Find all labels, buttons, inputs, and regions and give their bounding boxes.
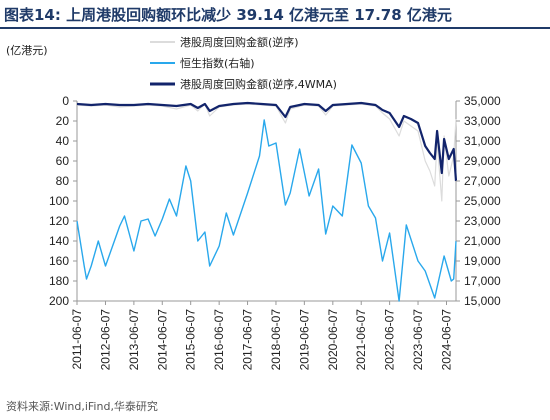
figure-title: 图表14: 上周港股回购额环比减少 39.14 亿港元至 17.78 亿港元 [4,6,452,24]
left-tick-label: 0 [62,94,69,108]
x-tick-label: 2022-06-07 [383,309,397,371]
right-tick-label: 17,000 [464,274,501,288]
left-tick-label: 60 [56,154,70,168]
left-axis: 0 20 40 60 80 100 120 140 160 180 200 [49,94,77,308]
x-axis: 2011-06-07 2012-06-07 2013-06-07 2014-06-07… [70,301,454,370]
right-tick-label: 19,000 [464,254,501,268]
left-tick-label: 100 [49,194,69,208]
x-tick-label: 2012-06-07 [98,309,112,371]
series-line-buyback-4wma [76,101,458,182]
x-tick-label: 2024-06-07 [440,309,454,371]
left-tick-label: 40 [56,134,70,148]
legend: 港股周度回购金额(逆序) 恒生指数(右轴) 港股周度回购金额(逆序,4WMA) [150,35,337,91]
series-line-buyback-weekly [76,103,457,202]
legend-label-buyback-4wma: 港股周度回购金额(逆序,4WMA) [180,77,337,91]
x-tick-label: 2020-06-07 [326,309,340,371]
right-axis: 15,000 17,000 19,000 21,000 23,000 25,000 27,0… [456,94,501,308]
right-tick-label: 27,000 [464,174,501,188]
left-tick-label: 180 [49,274,69,288]
left-tick-label: 160 [49,254,69,268]
x-tick-label: 2013-06-07 [127,309,141,371]
x-tick-label: 2011-06-07 [70,309,84,370]
x-tick-label: 2014-06-07 [155,309,169,371]
left-tick-label: 20 [56,114,70,128]
right-tick-label: 25,000 [464,194,501,208]
right-tick-label: 33,000 [464,114,501,128]
right-tick-label: 23,000 [464,214,501,228]
right-tick-label: 29,000 [464,154,501,168]
right-tick-label: 35,000 [464,94,501,108]
left-tick-label: 140 [49,234,69,248]
left-tick-label: 120 [49,214,69,228]
source-note: 资料来源:Wind,iFind,华泰研究 [6,400,158,413]
x-tick-label: 2023-06-07 [411,309,425,371]
left-tick-label: 200 [49,294,69,308]
plot-area [76,101,458,302]
series-line-hsi [76,119,457,302]
x-tick-label: 2019-06-07 [297,309,311,371]
x-tick-label: 2021-06-07 [354,309,368,371]
x-tick-label: 2016-06-07 [212,309,226,371]
legend-label-buyback-weekly: 港股周度回购金额(逆序) [180,35,299,49]
right-tick-label: 31,000 [464,134,501,148]
legend-label-hsi: 恒生指数(右轴) [180,56,255,70]
right-tick-label: 15,000 [464,294,501,308]
title-rule [0,27,550,29]
x-tick-label: 2018-06-07 [269,309,283,371]
left-axis-unit: (亿港元) [6,44,48,57]
x-tick-label: 2015-06-07 [184,309,198,371]
left-tick-label: 80 [56,174,70,188]
x-tick-label: 2017-06-07 [241,309,255,371]
right-tick-label: 21,000 [464,234,501,248]
